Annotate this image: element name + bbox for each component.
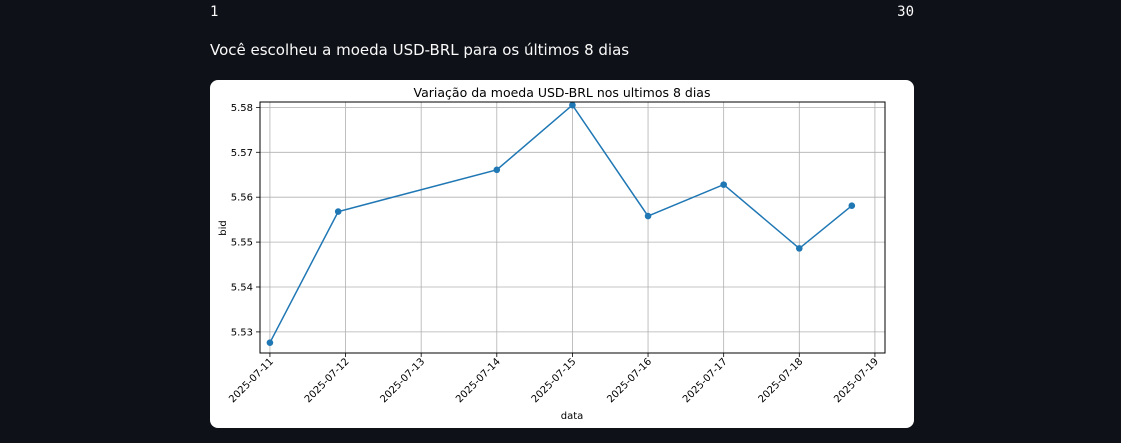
chart-card: Variação da moeda USD-BRL nos ultimos 8 …: [210, 80, 914, 428]
x-tick-label: 2025-07-12: [303, 356, 352, 405]
y-tick-label: 5.55: [231, 238, 253, 249]
selection-summary: Você escolheu a moeda USD-BRL para os úl…: [210, 41, 630, 59]
y-tick-label: 5.57: [231, 148, 253, 159]
slider-max-label: 30: [897, 4, 914, 20]
days-slider-range: 1 30: [210, 4, 914, 20]
x-tick-label: 2025-07-17: [681, 356, 730, 405]
data-point: [720, 181, 727, 188]
x-tick-label: 2025-07-11: [227, 356, 276, 405]
x-axis-label: data: [561, 411, 584, 422]
data-point: [266, 339, 274, 346]
x-tick-label: 2025-07-14: [454, 356, 503, 405]
y-tick-label: 5.53: [231, 327, 253, 338]
x-tick-label: 2025-07-18: [757, 356, 806, 405]
chart-title: Variação da moeda USD-BRL nos ultimos 8 …: [414, 85, 711, 100]
x-tick-label: 2025-07-16: [605, 356, 654, 405]
y-tick-label: 5.56: [231, 193, 253, 204]
data-point: [334, 208, 342, 215]
data-point: [493, 166, 501, 174]
y-axis-label: bid: [218, 220, 229, 235]
data-point: [569, 101, 576, 109]
y-tick-label: 5.58: [231, 103, 253, 114]
plot-frame: [259, 101, 886, 354]
y-tick-label: 5.54: [231, 282, 253, 293]
x-tick-label: 2025-07-15: [530, 356, 579, 405]
line-chart: Variação da moeda USD-BRL nos ultimos 8 …: [218, 85, 886, 422]
x-tick-label: 2025-07-19: [832, 356, 881, 405]
series-line: [269, 103, 853, 344]
x-tick-label: 2025-07-13: [378, 356, 427, 405]
data-point: [848, 202, 856, 210]
slider-min-label: 1: [210, 4, 219, 20]
data-point: [795, 245, 803, 252]
data-point: [644, 212, 652, 220]
